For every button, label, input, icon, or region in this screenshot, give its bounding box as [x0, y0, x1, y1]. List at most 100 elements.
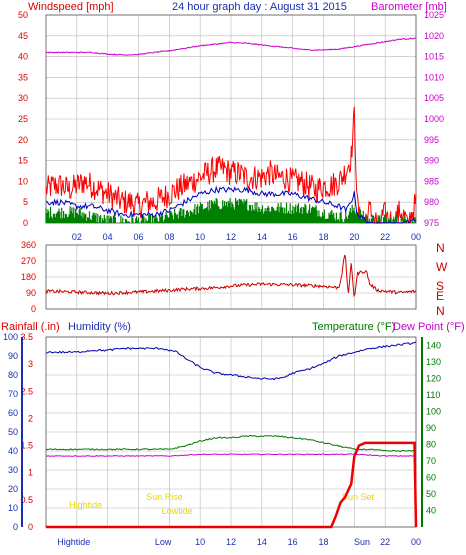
temperature-line [45, 434, 417, 453]
barometer-tick-label: 1020 [424, 31, 444, 41]
humidity-tick-label: 80 [8, 370, 18, 380]
bottom-time-tick-label: Hightide [57, 537, 90, 547]
time-tick-label: 06 [133, 232, 143, 242]
rainfall-tick-label: 1.5 [20, 441, 33, 451]
windspeed-tick-label: 35 [18, 72, 28, 82]
humidity-tick-label: 10 [8, 503, 18, 513]
rainfall-tick-label: 2.5 [20, 386, 33, 396]
time-tick-label: 04 [103, 232, 113, 242]
humidity-tick-label: 50 [8, 427, 18, 437]
time-tick-label: 12 [226, 232, 236, 242]
barometer-axis-title: Barometer [mb] [371, 1, 447, 13]
windspeed-tick-label: 25 [18, 114, 28, 124]
barometer-tick-label: 975 [424, 218, 439, 228]
temperature-tick-label: 50 [426, 489, 436, 499]
rainfall-tick-label: 2 [28, 413, 33, 423]
bottom-time-tick-label: 00 [411, 537, 421, 547]
barometer-tick-label: 1025 [424, 10, 444, 20]
time-tick-label: 00 [411, 232, 421, 242]
windspeed-low-bars [45, 198, 416, 223]
tide-sun-annotation: Sun Set [342, 492, 375, 502]
direction-tick-label: 360 [21, 240, 36, 250]
bottom-time-tick-label: Sun [354, 537, 370, 547]
dewpoint-axis-title: Dew Point (°F) [393, 321, 465, 333]
windspeed-tick-label: 50 [18, 10, 28, 20]
windspeed-gust-line [45, 106, 417, 225]
time-tick-label: 02 [72, 232, 82, 242]
rainfall-tick-label: 0 [28, 522, 33, 532]
tide-sun-annotation: Sun Rise [146, 492, 183, 502]
humidity-tick-label: 0 [13, 522, 18, 532]
windspeed-tick-label: 45 [18, 31, 28, 41]
humidity-axis-title: Humidity (%) [68, 321, 131, 333]
time-tick-label: 14 [257, 232, 267, 242]
humidity-tick-label: 40 [8, 446, 18, 456]
temperature-tick-label: 80 [426, 439, 436, 449]
time-tick-label: 10 [195, 232, 205, 242]
humidity-line [45, 341, 417, 381]
temperature-tick-label: 40 [426, 505, 436, 515]
temperature-tick-label: 130 [426, 357, 441, 367]
bottom-time-tick-label: 16 [288, 537, 298, 547]
bottom-time-tick-label: 22 [380, 537, 390, 547]
humidity-tick-label: 90 [8, 351, 18, 361]
barometer-tick-label: 990 [424, 156, 439, 166]
humidity-tick-label: 100 [3, 332, 18, 342]
rainfall-line [46, 441, 418, 529]
temperature-tick-label: 70 [426, 456, 436, 466]
barometer-tick-label: 1000 [424, 114, 444, 124]
temperature-tick-label: 90 [426, 423, 436, 433]
temperature-tick-label: 100 [426, 406, 441, 416]
barometer-line [46, 37, 417, 56]
windspeed-average-line [45, 185, 417, 224]
windspeed-tick-label: 5 [23, 197, 28, 207]
time-tick-label: 16 [288, 232, 298, 242]
temperature-tick-label: 60 [426, 472, 436, 482]
compass-label-w: W [436, 260, 448, 274]
compass-label-e: E [436, 289, 444, 303]
time-tick-label: 20 [349, 232, 359, 242]
bottom-time-tick-label: 18 [318, 537, 328, 547]
barometer-tick-label: 995 [424, 135, 439, 145]
rainfall-tick-label: 3 [28, 359, 33, 369]
humidity-tick-label: 60 [8, 408, 18, 418]
tide-sun-annotation: Hightide [69, 500, 102, 510]
windspeed-tick-label: 10 [18, 176, 28, 186]
temperature-tick-label: 110 [426, 390, 440, 400]
bottom-time-tick-label: 10 [195, 537, 205, 547]
compass-label-n2: N [436, 304, 445, 318]
rainfall-tick-label: 0.5 [20, 495, 33, 505]
direction-tick-label: 90 [26, 288, 36, 298]
direction-panel-frame [45, 244, 417, 310]
temperature-tick-label: 140 [426, 340, 441, 350]
windspeed-axis-title: Windspeed [mph] [28, 1, 114, 13]
bottom-time-tick-label: Low [155, 537, 172, 547]
temperature-tick-label: 120 [426, 373, 441, 383]
direction-tick-label: 0 [31, 304, 36, 314]
tide-sun-annotation: Lowtide [162, 506, 193, 516]
barometer-tick-label: 985 [424, 176, 439, 186]
compass-label-n1: N [436, 241, 445, 255]
chart-title: 24 hour graph day : August 31 2015 [172, 1, 347, 13]
windspeed-tick-label: 15 [18, 156, 28, 166]
time-tick-label: 08 [164, 232, 174, 242]
humidity-tick-label: 70 [8, 389, 18, 399]
direction-tick-label: 270 [21, 256, 36, 266]
windspeed-tick-label: 40 [18, 52, 28, 62]
windspeed-tick-label: 30 [18, 93, 28, 103]
windspeed-tick-label: 0 [23, 218, 28, 228]
bottom-time-tick-label: 14 [257, 537, 267, 547]
bottom-time-tick-label: 12 [226, 537, 236, 547]
compass-label-s: S [436, 279, 444, 293]
humidity-tick-label: 20 [8, 484, 18, 494]
wind-direction-line [45, 254, 417, 298]
time-tick-label: 22 [380, 232, 390, 242]
rainfall-axis-title: Rainfall (.in) [1, 321, 60, 333]
barometer-tick-label: 1005 [424, 93, 444, 103]
barometer-tick-label: 980 [424, 197, 439, 207]
rainfall-tick-label: 1 [28, 468, 33, 478]
barometer-tick-label: 1010 [424, 72, 444, 82]
rainfall-tick-label: 3.5 [20, 332, 33, 342]
direction-tick-label: 180 [21, 272, 36, 282]
